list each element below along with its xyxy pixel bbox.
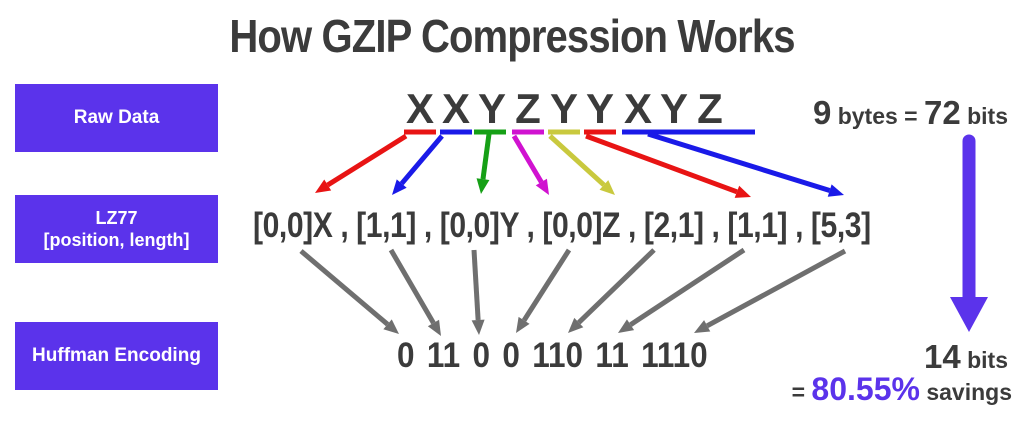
raw-letter: Y	[477, 85, 506, 132]
raw-letter: Y	[659, 85, 688, 132]
raw-letter: Y	[549, 85, 578, 132]
lz77-output: [0,0]X , [1,1] , [0,0]Y , [0,0]Z , [2,1]…	[253, 206, 871, 245]
raw-letter: X	[441, 85, 470, 132]
raw-to-lz77-arrow-1-red	[326, 133, 408, 188]
stage-label-huffman: Huffman Encoding	[15, 322, 218, 390]
lz77-to-huffman-arrow-5	[577, 248, 656, 325]
page-title: How GZIP Compression Works	[229, 10, 795, 62]
lz77-to-huffman-arrow-4-head	[516, 316, 530, 333]
raw-bits-unit: bits	[960, 103, 1008, 129]
lz77-to-huffman-arrow-6-head	[618, 319, 635, 333]
raw-to-lz77-arrow-6-red-head	[734, 185, 751, 198]
lz77-to-huffman-arrow-3	[471, 249, 481, 321]
lz77-to-huffman-arrow-1-head	[383, 319, 399, 334]
raw-to-lz77-arrow-2-blue-head	[392, 179, 407, 195]
savings-equals: =	[791, 379, 812, 405]
lz77-to-huffman-arrow-6	[629, 247, 746, 327]
savings-stat: = 80.55% savings	[792, 371, 1012, 408]
raw-to-lz77-arrow-7-blue-head	[827, 184, 844, 197]
raw-letter: X	[623, 85, 652, 132]
compressed-bits-value: 14	[924, 338, 961, 375]
savings-label: savings	[919, 379, 1012, 405]
stage-label-raw-data: Raw Data	[15, 84, 218, 152]
raw-data-label: Raw Data	[73, 107, 160, 129]
huffman-label: Huffman Encoding	[32, 345, 201, 367]
raw-to-lz77-arrow-6-red	[585, 133, 738, 195]
lz77-to-huffman-arrow-7	[705, 248, 847, 329]
stage-label-lz77: LZ77 [position, length]	[15, 195, 218, 263]
raw-to-lz77-arrow-5-yellow-head	[599, 180, 615, 195]
lz77-to-huffman-arrow-5-head	[568, 317, 584, 333]
raw-to-lz77-arrow-4-magenta	[511, 134, 544, 184]
lz77-label-line2: [position, length]	[43, 230, 190, 250]
raw-to-lz77-arrow-1-red-head	[315, 179, 332, 193]
raw-to-lz77-arrow-4-magenta-head	[535, 178, 549, 195]
raw-to-lz77-arrow-3-green-head	[476, 178, 490, 194]
lz77-to-huffman-arrow-3-head	[471, 319, 485, 335]
compressed-bits-unit: bits	[960, 347, 1008, 373]
compression-reduction-arrow-head	[950, 297, 988, 332]
raw-letter: Y	[585, 85, 614, 132]
lz77-label-line1: LZ77	[95, 207, 138, 228]
raw-bits-value: 72	[924, 94, 961, 131]
huffman-output: 0 11 0 0 110 11 1110	[397, 336, 708, 375]
raw-letter: X	[405, 85, 434, 132]
raw-bytes-unit: bytes =	[831, 103, 924, 129]
raw-letter: Z	[515, 85, 541, 132]
lz77-to-huffman-arrow-2	[388, 248, 436, 325]
raw-to-lz77-arrow-7-blue	[647, 131, 831, 193]
raw-to-lz77-arrow-5-yellow	[548, 134, 606, 187]
savings-percent: 80.55%	[811, 371, 920, 407]
compressed-size-stat: 14 bits	[924, 338, 1008, 376]
lz77-to-huffman-arrow-2-head	[427, 319, 441, 336]
raw-to-lz77-arrow-2-blue	[399, 134, 444, 186]
lz77-to-huffman-arrow-7-head	[694, 320, 711, 333]
raw-letter: Z	[697, 85, 723, 132]
raw-bytes-value: 9	[812, 94, 832, 131]
lz77-to-huffman-arrow-4	[521, 248, 572, 322]
raw-to-lz77-arrow-3-green	[480, 133, 492, 180]
lz77-to-huffman-arrow-1	[299, 249, 390, 327]
raw-size-stat: 9 bytes = 72 bits	[813, 94, 1008, 132]
